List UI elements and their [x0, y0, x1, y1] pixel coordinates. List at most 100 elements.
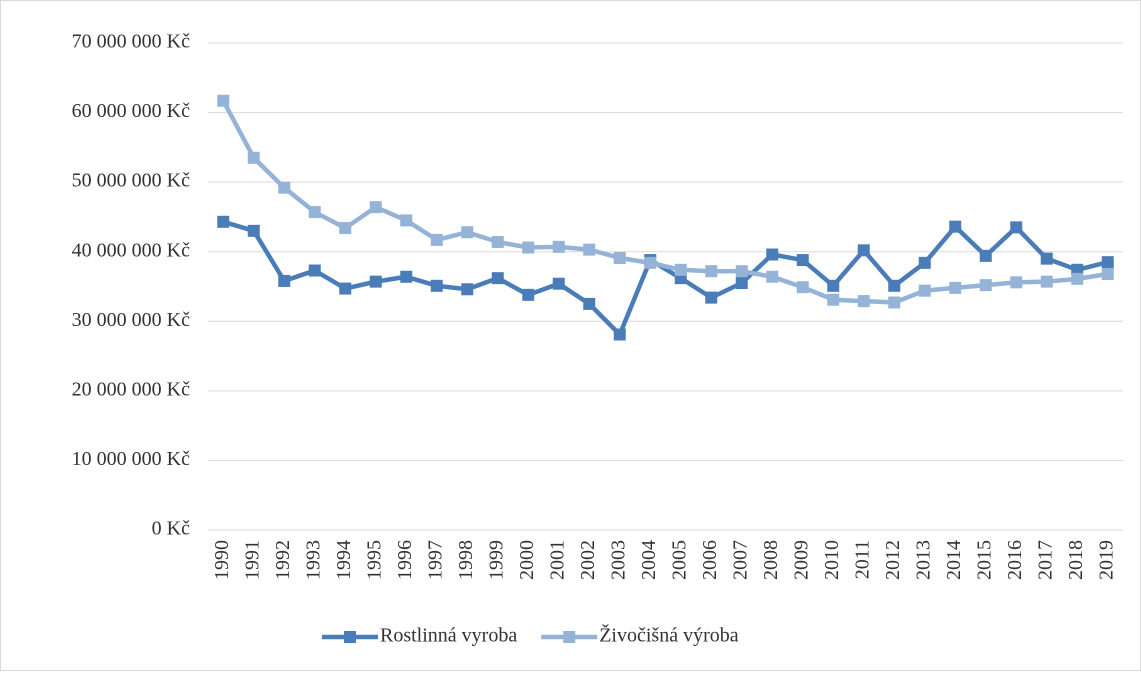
point-marker [1040, 275, 1053, 288]
point-marker [247, 151, 260, 164]
point-marker [552, 240, 565, 253]
point-marker [430, 279, 443, 292]
point-marker [1071, 272, 1084, 285]
point-marker [644, 256, 657, 269]
point-marker [918, 256, 931, 269]
point-marker [735, 277, 748, 290]
point-marker [705, 291, 718, 304]
x-tick-label: 2003 [607, 540, 629, 580]
point-marker [827, 279, 840, 292]
point-marker [308, 206, 321, 219]
y-tick-label: 30 000 000 Kč [72, 309, 190, 331]
point-marker [613, 251, 626, 264]
x-tick-label: 2000 [516, 540, 538, 580]
legend-label: Rostlinná vyroba [380, 625, 517, 647]
x-tick-label: 2004 [638, 540, 660, 580]
x-tick-label: 2017 [1034, 540, 1056, 580]
x-tick-label: 2019 [1095, 540, 1117, 580]
point-marker [796, 281, 809, 294]
point-marker [400, 214, 413, 227]
y-tick-label: 70 000 000 Kč [72, 31, 190, 53]
point-marker [552, 277, 565, 290]
x-tick-label: 2014 [943, 540, 965, 580]
point-marker [1101, 256, 1114, 269]
point-marker [705, 265, 718, 278]
point-marker [278, 181, 291, 194]
point-marker [369, 201, 382, 214]
point-marker [1101, 267, 1114, 280]
point-marker [888, 279, 901, 292]
x-tick-label: 2008 [760, 540, 782, 580]
x-tick-label: 2010 [821, 540, 843, 580]
point-marker [278, 274, 291, 287]
legend-marker [344, 631, 356, 643]
point-marker [766, 248, 779, 261]
y-tick-label: 20 000 000 Kč [72, 378, 190, 400]
x-tick-label: 2006 [699, 540, 721, 580]
point-marker [949, 220, 962, 233]
x-tick-label: 2013 [912, 540, 934, 580]
x-tick-label: 2011 [851, 540, 873, 579]
x-tick-label: 1993 [302, 540, 324, 580]
y-tick-label: 0 Kč [152, 518, 190, 540]
point-marker [613, 328, 626, 341]
point-marker [888, 296, 901, 309]
x-tick-label: 2001 [546, 540, 568, 580]
x-tick-label: 2005 [668, 540, 690, 580]
point-marker [522, 241, 535, 254]
point-marker [674, 263, 687, 276]
point-marker [339, 222, 352, 235]
legend-marker [563, 631, 576, 643]
x-tick-label: 2002 [577, 540, 599, 580]
point-marker [491, 272, 504, 285]
x-tick-label: 1992 [272, 540, 294, 580]
x-tick-label: 2007 [729, 540, 751, 580]
x-tick-label: 1999 [485, 540, 507, 580]
point-marker [369, 275, 382, 288]
y-tick-label: 60 000 000 Kč [72, 100, 190, 122]
point-marker [796, 254, 809, 267]
x-tick-label: 2016 [1004, 540, 1026, 580]
point-marker [979, 249, 992, 262]
x-tick-label: 1994 [333, 540, 355, 580]
x-tick-label: 1991 [241, 540, 263, 580]
point-marker [857, 295, 870, 308]
point-marker [827, 293, 840, 306]
point-marker [491, 235, 504, 248]
point-marker [949, 281, 962, 294]
point-marker [857, 244, 870, 257]
y-tick-label: 40 000 000 Kč [72, 239, 190, 261]
point-marker [735, 265, 748, 278]
point-marker [339, 282, 352, 295]
point-marker [583, 243, 596, 256]
point-marker [308, 264, 321, 277]
point-marker [1010, 276, 1023, 289]
x-tick-label: 1998 [455, 540, 477, 580]
point-marker [522, 288, 535, 301]
x-tick-label: 1995 [363, 540, 385, 580]
point-marker [430, 233, 443, 246]
point-marker [217, 215, 230, 228]
y-tick-label: 50 000 000 Kč [72, 170, 190, 192]
point-marker [583, 297, 596, 310]
x-tick-label: 1996 [394, 540, 416, 580]
x-tick-label: 2018 [1065, 540, 1087, 580]
point-marker [766, 270, 779, 283]
point-marker [1040, 252, 1053, 265]
point-marker [918, 284, 931, 297]
point-marker [1071, 263, 1084, 276]
x-tick-label: 1997 [424, 540, 446, 580]
point-marker [461, 283, 474, 296]
point-marker [1010, 221, 1023, 234]
x-tick-label: 1990 [211, 540, 233, 580]
legend-label: Živočišná výroba [599, 624, 739, 647]
x-tick-label: 2012 [882, 540, 904, 580]
point-marker [247, 224, 260, 237]
point-marker [400, 270, 413, 283]
point-marker [217, 94, 230, 107]
y-tick-label: 10 000 000 Kč [72, 448, 190, 470]
point-marker [979, 279, 992, 292]
x-tick-label: 2015 [973, 540, 995, 580]
x-tick-label: 2009 [790, 540, 812, 580]
